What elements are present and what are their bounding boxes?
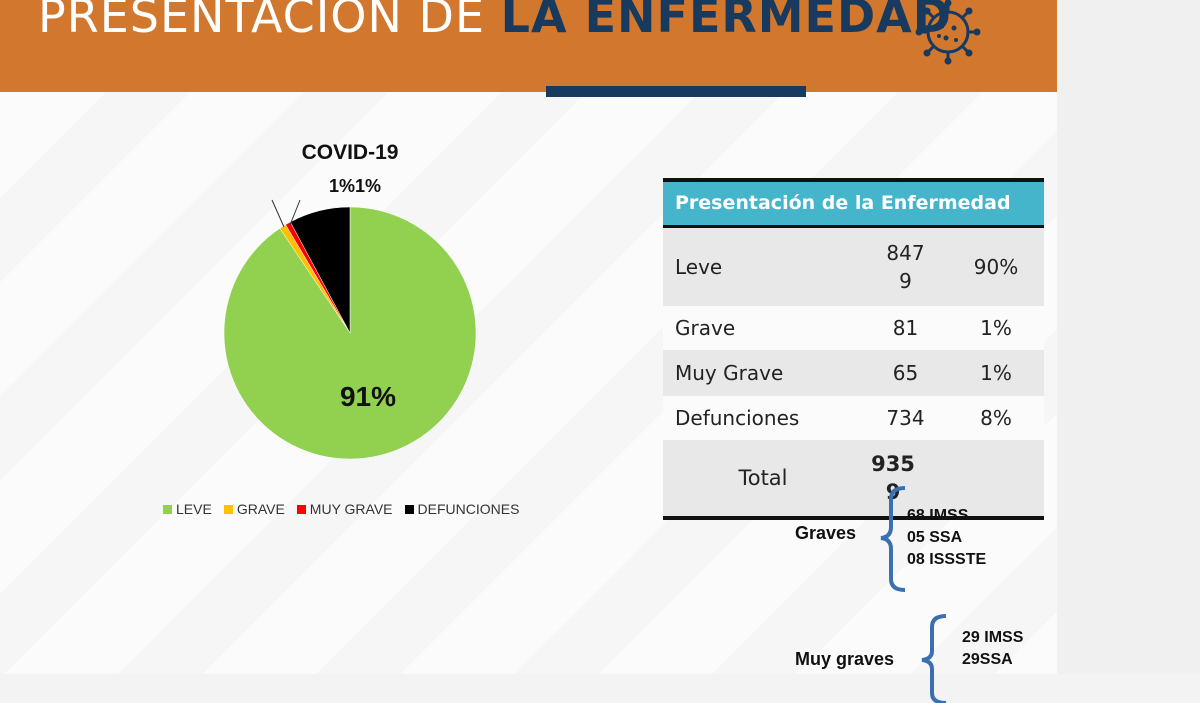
legend-swatch (296, 504, 306, 514)
annotation-item: 68 IMSS (907, 507, 969, 524)
table-row-muy-grave: Muy Grave 65 1% (663, 350, 1044, 396)
legend-label: LEVE (176, 501, 212, 517)
legend-swatch (404, 504, 414, 514)
muy-graves-list: 29 IMSS 29SSA (962, 627, 1023, 671)
legend-label: DEFUNCIONES (417, 501, 520, 517)
row-label: Defunciones (675, 406, 800, 430)
legend-swatch (223, 504, 233, 514)
table-row-leve: Leve 847 9 90% (663, 228, 1044, 306)
row-label: Leve (675, 255, 723, 279)
graves-list: 68 IMSS 05 SSA 08 ISSSTE (907, 505, 986, 571)
row-count: 81 (892, 316, 919, 340)
row-percent: 8% (980, 406, 1012, 430)
row-count: 847 9 (886, 241, 925, 293)
pie-chart: 1%1% 91% (223, 176, 477, 460)
table-top-rule (663, 178, 1044, 182)
title-underline (546, 86, 806, 97)
page-title: PRESENTACIÓN DE LA ENFERMEDAD (38, 0, 952, 46)
leader-line-muy-grave (289, 199, 301, 226)
annotation-item: 08 ISSSTE (907, 551, 987, 568)
chart-title: COVID-19 (301, 141, 399, 164)
legend-label: MUY GRAVE (309, 501, 393, 517)
chart-legend: LEVE GRAVE MUY GRAVE DEFUNCIONES (163, 500, 519, 518)
row-percent: 90% (973, 255, 1019, 279)
pie-slice-defunciones (290, 206, 351, 334)
total-label: Total (738, 466, 788, 490)
muy-graves-brace (921, 614, 947, 703)
table-row-defunciones: Defunciones 734 8% (663, 396, 1044, 440)
header-bar (0, 0, 1057, 92)
legend-item-grave: GRAVE (223, 500, 285, 518)
title-dark-part: LA ENFERMEDAD (500, 0, 952, 43)
table-bottom-rule (663, 516, 1044, 520)
row-percent: 1% (980, 316, 1012, 340)
data-label-leve: 91% (340, 381, 396, 412)
row-count: 734 (886, 406, 925, 430)
table-row-grave: Grave 81 1% (663, 306, 1044, 350)
annotation-item: 29 IMSS (962, 629, 1024, 646)
row-label: Grave (675, 316, 736, 340)
annotation-item: 05 SSA (907, 529, 963, 546)
title-light-part: PRESENTACIÓN DE (38, 0, 501, 43)
legend-item-muy-grave: MUY GRAVE (296, 500, 393, 518)
legend-item-defunciones: DEFUNCIONES (404, 500, 520, 518)
row-percent: 1% (980, 361, 1012, 385)
legend-item-leve: LEVE (163, 500, 212, 518)
virus-icon (915, 0, 981, 65)
row-count: 65 (892, 361, 919, 385)
right-margin (1057, 0, 1200, 674)
total-count: 935 9 (871, 452, 915, 504)
legend-swatch (163, 504, 172, 514)
data-label-grave-muy-grave: 1%1% (329, 176, 381, 196)
table-row-total: Total 935 9 (663, 440, 1044, 516)
muy-graves-label: Muy graves (795, 649, 895, 669)
table-header: Presentación de la Enfermedad (663, 182, 1044, 228)
row-label: Muy Grave (675, 361, 784, 385)
summary-table: Presentación de la Enfermedad Leve 847 9 … (663, 178, 1044, 520)
annotation-item: 29SSA (962, 651, 1013, 668)
graves-label: Graves (795, 523, 857, 543)
graves-brace (880, 486, 906, 592)
leader-line-grave (271, 199, 285, 228)
legend-label: GRAVE (236, 501, 285, 517)
